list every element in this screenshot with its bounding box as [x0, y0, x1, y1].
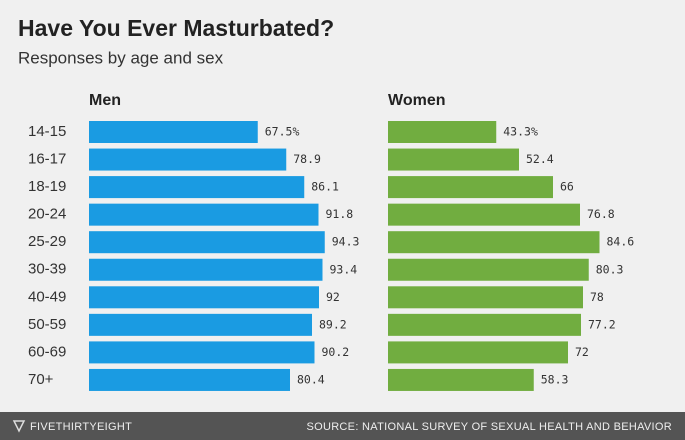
value-label: 76.8 — [587, 207, 615, 221]
bar — [388, 313, 581, 336]
category-label: 30-39 — [28, 261, 66, 278]
bar — [388, 148, 519, 171]
value-label: 78 — [590, 290, 604, 304]
value-label: 66 — [560, 180, 574, 194]
value-label: 52.4 — [526, 152, 554, 166]
value-label: 91.8 — [326, 207, 354, 221]
value-label: 89.2 — [319, 317, 347, 331]
value-label: 93.4 — [330, 262, 358, 276]
chart-subtitle: Responses by age and sex — [18, 48, 224, 67]
panel-title: Women — [388, 92, 445, 109]
category-label: 50-59 — [28, 316, 66, 333]
bar — [388, 368, 534, 391]
chart-title: Have You Ever Masturbated? — [18, 15, 334, 41]
bar — [89, 258, 323, 281]
footer-band — [0, 412, 685, 440]
bar — [89, 313, 312, 336]
value-label: 72 — [575, 345, 589, 359]
bar — [388, 341, 568, 364]
bar — [89, 286, 319, 309]
category-label: 25-29 — [28, 233, 66, 250]
category-label: 14-15 — [28, 123, 66, 140]
bar — [89, 203, 319, 226]
bar — [388, 258, 589, 281]
value-label: 77.2 — [588, 317, 616, 331]
bar — [89, 231, 325, 254]
bar — [388, 121, 497, 143]
category-label: 70+ — [28, 371, 54, 388]
panel-title: Men — [89, 92, 121, 109]
value-label: 80.4 — [297, 372, 325, 386]
value-label: 94.3 — [332, 235, 360, 249]
value-label: 78.9 — [293, 152, 321, 166]
bar — [89, 176, 305, 199]
category-label: 40-49 — [28, 288, 66, 305]
source: SOURCE: NATIONAL SURVEY OF SEXUAL HEALTH… — [306, 421, 672, 433]
bar — [388, 231, 600, 254]
category-label: 18-19 — [28, 178, 66, 195]
bar — [89, 121, 258, 143]
value-label: 80.3 — [596, 262, 624, 276]
value-label: 90.2 — [322, 345, 350, 359]
category-label: 16-17 — [28, 151, 66, 168]
category-label: 20-24 — [28, 206, 66, 223]
value-label: 86.1 — [311, 180, 339, 194]
bar — [388, 203, 580, 226]
bar — [89, 368, 290, 391]
bar — [388, 286, 583, 309]
value-label: 58.3 — [541, 372, 569, 386]
value-label: 84.6 — [607, 235, 635, 249]
category-label: 60-69 — [28, 343, 66, 360]
value-label: 43.3% — [503, 125, 538, 139]
brand-icon — [12, 420, 26, 433]
bar — [388, 176, 553, 199]
bar — [89, 148, 287, 171]
value-label: 67.5% — [265, 125, 300, 139]
value-label: 92 — [326, 290, 340, 304]
brand: FIVETHIRTYEIGHT — [30, 421, 132, 433]
bar — [89, 341, 315, 364]
